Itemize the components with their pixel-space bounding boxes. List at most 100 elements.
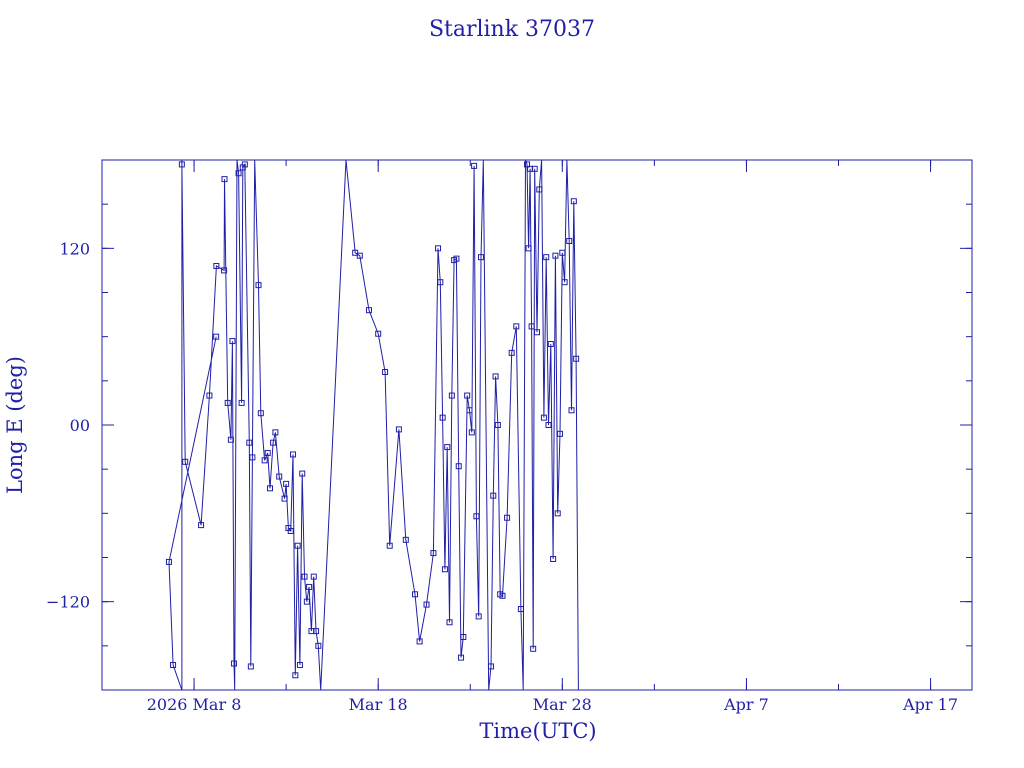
- tick-labels: 2026 Mar 8 Mar 18 Mar 28 Apr 7 Apr 17 120 00 −1…: [46, 239, 958, 714]
- data-point: [534, 329, 540, 336]
- data-point: [530, 645, 537, 652]
- data-point: [464, 392, 471, 399]
- data-point: [531, 165, 538, 172]
- y-tick-label: 00: [70, 416, 90, 435]
- data-point: [528, 323, 535, 330]
- data-point: [573, 355, 580, 362]
- data-point: [458, 654, 465, 661]
- data-point: [221, 267, 228, 274]
- data-point: [504, 514, 511, 521]
- data-point: [301, 573, 308, 580]
- data-point: [283, 480, 290, 487]
- data-point: [246, 439, 253, 446]
- y-axis-label: Long E (deg): [3, 356, 27, 494]
- data-point: [561, 279, 568, 286]
- data-point: [229, 338, 236, 345]
- y-tick-label: −120: [46, 593, 90, 612]
- data-point: [477, 254, 484, 261]
- data-point: [365, 307, 372, 314]
- data-point: [492, 373, 499, 380]
- data-point: [230, 660, 237, 667]
- x-tick-label: Mar 28: [533, 695, 592, 714]
- y-tick-label: 120: [59, 239, 90, 258]
- data-point: [473, 513, 480, 520]
- data-point: [453, 255, 460, 262]
- data-point: [221, 176, 228, 183]
- data-point: [247, 663, 254, 670]
- data-point: [552, 252, 559, 259]
- data-point: [439, 414, 446, 421]
- data-point: [270, 439, 277, 446]
- data-point: [315, 642, 322, 649]
- chart-title: Starlink 37037: [429, 17, 595, 42]
- data-point: [554, 510, 561, 517]
- data-point: [267, 485, 274, 492]
- data-point: [299, 470, 306, 477]
- data-point: [559, 249, 566, 256]
- data-point: [545, 422, 552, 428]
- data-point: [524, 161, 531, 168]
- data-point: [460, 634, 467, 640]
- data-point: [255, 282, 262, 289]
- data-point: [566, 237, 573, 244]
- data-point: [416, 638, 423, 645]
- data-point: [466, 407, 473, 414]
- data-point: [550, 555, 557, 562]
- data-point: [290, 451, 297, 458]
- data-point: [303, 598, 310, 605]
- x-tick-label: Mar 18: [349, 695, 408, 714]
- data-point: [557, 430, 564, 437]
- data-point: [448, 392, 455, 399]
- data-point: [375, 330, 382, 337]
- x-tick-label: Apr 17: [902, 695, 958, 714]
- data-point: [468, 429, 475, 436]
- data-point: [568, 407, 575, 414]
- data-point: [508, 349, 515, 356]
- data-point: [444, 444, 451, 451]
- data-point: [165, 558, 172, 565]
- data-point: [206, 392, 213, 399]
- data-point: [241, 161, 248, 168]
- data-point: [471, 162, 478, 169]
- data-point: [227, 436, 234, 443]
- data-point: [198, 522, 205, 529]
- data-point: [178, 161, 185, 168]
- data-point: [276, 473, 283, 480]
- data-point: [536, 186, 543, 193]
- series-line: [168, 160, 579, 690]
- data-point: [441, 566, 448, 573]
- x-tick-label: Apr 7: [723, 695, 769, 714]
- data-point: [499, 592, 506, 599]
- data-point: [182, 458, 189, 465]
- data-point: [310, 573, 317, 580]
- data-point: [543, 254, 550, 261]
- data-point: [224, 399, 231, 406]
- data-point: [213, 263, 220, 269]
- data-point: [296, 661, 303, 668]
- data-point: [235, 170, 242, 177]
- data-point: [238, 399, 245, 406]
- data-point: [257, 410, 264, 417]
- data-point: [395, 426, 402, 433]
- x-axis-label: Time(UTC): [479, 719, 596, 743]
- data-point: [287, 528, 294, 534]
- data-point: [292, 672, 299, 679]
- data-point: [525, 245, 532, 252]
- data-point: [430, 550, 437, 557]
- data-point: [264, 449, 271, 456]
- data-point: [455, 463, 462, 470]
- data-point: [475, 613, 482, 620]
- data-point: [513, 323, 520, 330]
- data-point: [306, 583, 313, 590]
- data-point: [249, 454, 256, 461]
- series-points: [165, 161, 580, 679]
- data-point: [386, 542, 393, 549]
- data-point: [547, 341, 554, 348]
- data-point: [446, 619, 453, 626]
- data-point: [356, 252, 363, 259]
- data-point: [170, 661, 177, 668]
- data-point: [423, 601, 430, 608]
- data-point: [294, 542, 301, 549]
- data-point: [402, 536, 409, 543]
